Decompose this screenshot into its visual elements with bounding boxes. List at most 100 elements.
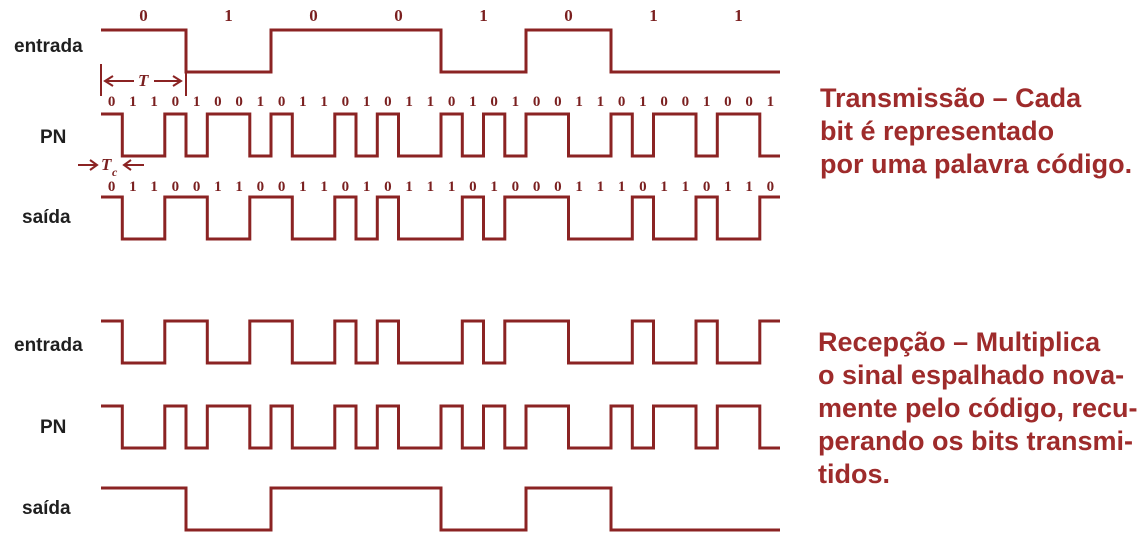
tx-desc-line: por uma palavra código. [820, 149, 1133, 179]
transmission-description: Transmissão – Cada bit é representado po… [820, 82, 1132, 181]
rx-desc-line: perando os bits transmi- [818, 426, 1134, 456]
pn-chip-label: 1 [150, 94, 158, 110]
output-chip-label: 0 [384, 179, 392, 195]
output-chip-label: 1 [490, 179, 498, 195]
chip-subscript: c [112, 165, 118, 179]
tx-data-bits: 0 1 0 0 1 0 1 1 [139, 6, 743, 25]
output-chip-label: 1 [660, 179, 668, 195]
data-bit-label: 1 [224, 6, 233, 25]
output-chip-label: 0 [703, 179, 711, 195]
pn-chip-label: 0 [660, 94, 668, 110]
pn-chip-label: 1 [575, 94, 583, 110]
pn-chip-label: 1 [597, 94, 605, 110]
pn-chip-label: 0 [554, 94, 562, 110]
tx-desc-line: Transmissão – Cada [820, 83, 1082, 113]
pn-chip-label: 1 [129, 94, 137, 110]
data-bit-label: 0 [139, 6, 148, 25]
output-chip-label: 0 [193, 179, 201, 195]
output-chip-label: 1 [405, 179, 413, 195]
output-chip-label: 1 [448, 179, 456, 195]
pn-chip-label: 0 [448, 94, 456, 110]
data-bit-label: 0 [564, 6, 573, 25]
rx-desc-line: mente pelo código, recu- [818, 393, 1138, 423]
tx-input-waveform [101, 28, 780, 74]
pn-chip-label: 0 [342, 94, 350, 110]
output-chip-label: 1 [363, 179, 371, 195]
output-chip-label: 0 [512, 179, 520, 195]
output-chip-label: 1 [575, 179, 583, 195]
rx-output-label: saída [22, 498, 71, 519]
output-chip-label: 1 [214, 179, 222, 195]
pn-chip-label: 1 [512, 94, 520, 110]
pn-chip-label: 0 [214, 94, 222, 110]
pn-chip-label: 0 [724, 94, 732, 110]
pn-chip-label: 0 [278, 94, 286, 110]
pn-chip-label: 1 [405, 94, 413, 110]
output-chip-label: 1 [427, 179, 435, 195]
period-marker: T [100, 64, 187, 96]
output-chip-label: 0 [108, 179, 116, 195]
output-chip-label: 1 [320, 179, 328, 195]
output-chip-label: 1 [724, 179, 732, 195]
data-bit-label: 0 [394, 6, 403, 25]
pn-chip-label: 0 [618, 94, 626, 110]
tx-output-waveform [101, 195, 780, 241]
output-chip-label: 1 [235, 179, 243, 195]
chip-symbol: T [101, 155, 112, 174]
output-chip-label: 1 [618, 179, 626, 195]
pn-chip-label: 1 [703, 94, 711, 110]
pn-chip-label: 0 [172, 94, 180, 110]
rx-input-label: entrada [14, 335, 83, 356]
output-chip-label: 1 [129, 179, 137, 195]
output-chip-label: 0 [639, 179, 647, 195]
pn-chip-label: 0 [490, 94, 498, 110]
rx-desc-line: o sinal espalhado nova- [818, 360, 1125, 390]
pn-chip-label: 1 [257, 94, 265, 110]
tx-input-label: entrada [14, 36, 83, 57]
pn-chip-label: 0 [384, 94, 392, 110]
rx-pn-waveform [101, 404, 780, 450]
pn-chip-label: 0 [745, 94, 753, 110]
chip-period-marker: T c [78, 155, 144, 179]
pn-chip-label: 1 [767, 94, 775, 110]
pn-chip-label: 1 [427, 94, 435, 110]
pn-chip-label: 1 [363, 94, 371, 110]
output-chip-label: 1 [150, 179, 158, 195]
output-chip-label: 1 [745, 179, 753, 195]
output-chip-label: 1 [299, 179, 307, 195]
output-chip-label: 0 [469, 179, 477, 195]
output-chip-label: 0 [533, 179, 541, 195]
pn-chip-label: 0 [235, 94, 243, 110]
rx-output-waveform [101, 486, 780, 532]
pn-chip-label: 1 [469, 94, 477, 110]
rx-pn-label: PN [40, 417, 66, 438]
pn-chip-label: 1 [299, 94, 307, 110]
data-bit-label: 1 [649, 6, 658, 25]
pn-chip-label: 0 [108, 94, 116, 110]
pn-chip-label: 1 [193, 94, 201, 110]
reception-description: Recepção – Multiplica o sinal espalhado … [818, 326, 1138, 491]
pn-chip-label: 0 [533, 94, 541, 110]
output-chip-label: 0 [172, 179, 180, 195]
period-symbol: T [138, 71, 149, 90]
tx-desc-line: bit é representado [820, 116, 1055, 146]
output-chip-label: 0 [767, 179, 775, 195]
output-chip-label: 1 [597, 179, 605, 195]
output-chip-label: 0 [278, 179, 286, 195]
data-bit-label: 1 [734, 6, 743, 25]
rx-desc-line: tidos. [818, 459, 890, 489]
tx-pn-waveform [101, 112, 780, 158]
output-chip-label: 0 [554, 179, 562, 195]
rx-desc-line: Recepção – Multiplica [818, 327, 1101, 357]
tx-pn-label: PN [40, 127, 66, 148]
output-chip-label: 1 [682, 179, 690, 195]
pn-chip-label: 1 [320, 94, 328, 110]
pn-chip-label: 1 [639, 94, 647, 110]
rx-input-waveform [101, 319, 780, 365]
pn-chip-label: 0 [682, 94, 690, 110]
data-bit-label: 0 [309, 6, 318, 25]
